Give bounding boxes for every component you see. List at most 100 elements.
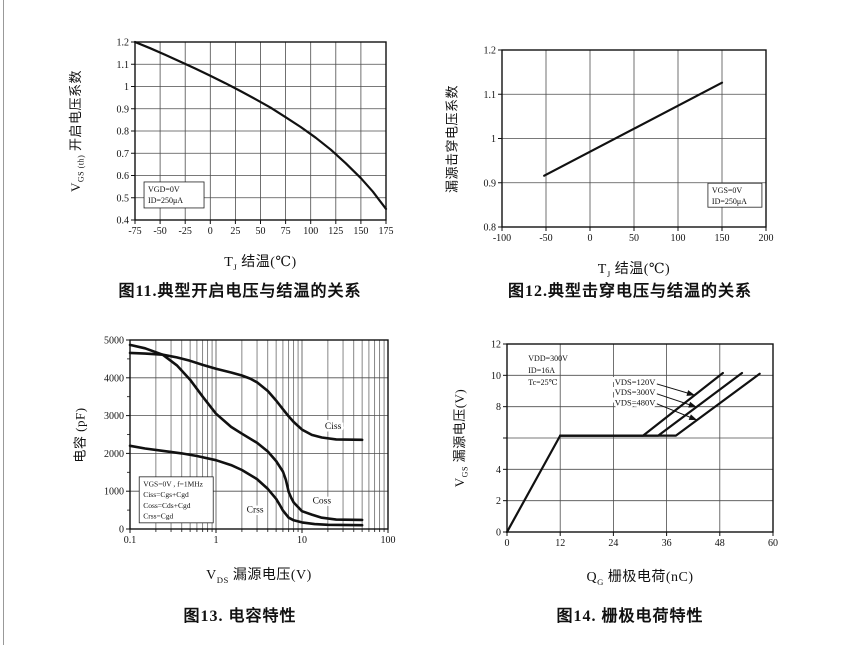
x-tick-label: -100 — [493, 233, 511, 244]
curve-ciss — [128, 351, 364, 442]
plot-border — [506, 343, 774, 533]
y-tick-label: 0.8 — [117, 127, 130, 138]
annotation-arrow-head — [686, 390, 695, 396]
x-tick-label: 175 — [379, 226, 394, 237]
annotation-arrow-head — [688, 401, 697, 408]
y-tick-label: 1.1 — [117, 60, 130, 71]
curve-vds-480v — [559, 372, 761, 437]
fig12-ylabel-pre: 漏源击穿电压系数 — [444, 84, 459, 193]
annotation-text: VGS=0V — [712, 186, 743, 195]
fig13-x-axis-label: VDS 漏源电压(V) — [130, 564, 388, 585]
annotation-box — [707, 182, 763, 208]
y-tick-label: 4 — [496, 465, 501, 476]
x-tick-label: 125 — [328, 226, 343, 237]
x-tick-label: -25 — [179, 226, 192, 237]
x-tick-label: 12 — [555, 538, 565, 549]
y-tick-label: 0.4 — [117, 216, 130, 227]
fig14-caption: 图14. 栅极电荷特性 — [556, 608, 704, 625]
annotation-box — [143, 181, 205, 209]
y-tick-label: 3000 — [104, 411, 124, 422]
fig14-ylabel-sub: GS — [460, 466, 470, 478]
series-label: VDS=120V — [615, 377, 657, 387]
x-tick-label: 0.1 — [124, 535, 137, 546]
fig12-y-axis-label: 漏源击穿电压系数 — [443, 50, 461, 227]
x-tick-label: 60 — [768, 538, 778, 549]
fig13-xlabel-pre: V — [206, 568, 217, 583]
y-tick-label: 1.2 — [117, 38, 130, 49]
fig12-caption: 图12.典型击穿电压与结温的关系 — [507, 283, 752, 300]
x-tick-label: -75 — [128, 226, 141, 237]
y-tick-label: 1 — [491, 134, 496, 145]
annotation-text: ID=16A — [528, 366, 555, 375]
fig11-xlabel-post: 结温(℃) — [237, 255, 297, 270]
figure-11-threshold-voltage-vs-temperature-chart: -75 -50 -25 0 25 50 75 100 125 150 175 0.4 0.5 0.6 0.7… — [40, 10, 440, 310]
fig11-ylabel-post: 开启电压系数 — [68, 69, 83, 155]
x-tick-label: 75 — [281, 226, 291, 237]
fig12-xlabel-sub: J — [606, 268, 611, 279]
annotation-text: ID=250μA — [148, 196, 183, 205]
x-tick-label: 0 — [505, 538, 510, 549]
fig11-x-axis-label: TJ 结温(℃) — [135, 251, 386, 272]
fig11-y-axis-label: VGS (th) 开启电压系数 — [67, 42, 86, 220]
curve-bvdss-ratio — [543, 81, 724, 177]
y-tick-label: 0.8 — [484, 223, 497, 234]
series-label: VDS=300V — [615, 387, 657, 397]
y-tick-label: 2 — [496, 496, 501, 507]
y-tick-label: 0.7 — [117, 149, 130, 160]
x-tick-label: 10 — [297, 535, 307, 546]
fig14-ylabel-post: 漏源电压(V) — [452, 388, 467, 467]
annotation-text: Ciss=Cgs+Cgd — [143, 490, 189, 499]
x-tick-label: 100 — [671, 233, 686, 244]
annotation-text: ID=250μA — [712, 197, 747, 206]
fig11-caption: 图11.典型开启电压与结温的关系 — [118, 283, 362, 300]
x-tick-label: 1 — [214, 535, 219, 546]
y-tick-label: 0 — [496, 528, 501, 539]
y-tick-label: 0.6 — [117, 171, 130, 182]
y-tick-label: 8 — [496, 402, 501, 413]
x-tick-label: 150 — [715, 233, 730, 244]
x-tick-label: -50 — [153, 226, 166, 237]
y-tick-label: 0.9 — [117, 104, 130, 115]
x-tick-label: 100 — [381, 535, 396, 546]
fig14-xlabel-pre: Q — [586, 570, 598, 585]
y-tick-label: 2000 — [104, 449, 124, 460]
annotation-text: VGD=0V — [148, 185, 180, 194]
fig14-xlabel-sub: G — [597, 576, 604, 587]
y-tick-label: 0.5 — [117, 193, 130, 204]
fig13-caption: 图13. 电容特性 — [183, 608, 297, 625]
series-label: Coss — [313, 496, 332, 506]
fig14-x-axis-label: QG 栅极电荷(nC) — [507, 566, 773, 587]
fig11-plot-svg: -75 -50 -25 0 25 50 75 100 125 150 175 0.4 0.5 0.6 0.7… — [117, 38, 394, 238]
figure-14-gate-charge-characteristics-chart: 0 12 24 36 48 60 0 2 4 8 10 12 VDD=300V ID=16A Tc=25℃ V… — [430, 320, 830, 630]
y-tick-label: 10 — [491, 371, 501, 382]
curve-vgs-th-ratio — [133, 40, 388, 210]
series-label: VDS=480V — [615, 397, 657, 407]
x-tick-label: 24 — [608, 538, 618, 549]
fig12-xlabel-post: 结温(℃) — [610, 262, 671, 277]
fig13-ylabel-pre: 电容 (pF) — [72, 406, 87, 463]
x-tick-label: 25 — [230, 226, 240, 237]
x-tick-label: 50 — [256, 226, 266, 237]
annotation-text: VDD=300V — [528, 354, 568, 363]
fig11-ylabel-pre: V — [68, 182, 83, 193]
fig14-ylabel-pre: V — [452, 477, 467, 488]
plot-border — [134, 41, 387, 221]
fig11-xlabel-pre: T — [224, 255, 234, 270]
fig14-y-axis-label: VGS 漏源电压(V) — [451, 344, 470, 532]
page-left-border — [3, 0, 4, 645]
x-tick-label: 36 — [662, 538, 672, 549]
annotation-arrow-head — [688, 414, 698, 421]
annotation-box — [138, 476, 214, 524]
fig13-xlabel-sub: DS — [216, 574, 229, 585]
fig12-x-axis-label: TJ 结温(℃) — [502, 258, 766, 279]
plot-border — [501, 49, 767, 228]
y-tick-label: 0.9 — [484, 178, 497, 189]
x-tick-label: 200 — [759, 233, 774, 244]
y-tick-label: 1.2 — [484, 46, 497, 57]
y-tick-label: 0 — [119, 525, 124, 536]
x-tick-label: 150 — [353, 226, 368, 237]
fig13-xlabel-post: 漏源电压(V) — [228, 568, 312, 583]
x-tick-label: -50 — [539, 233, 552, 244]
